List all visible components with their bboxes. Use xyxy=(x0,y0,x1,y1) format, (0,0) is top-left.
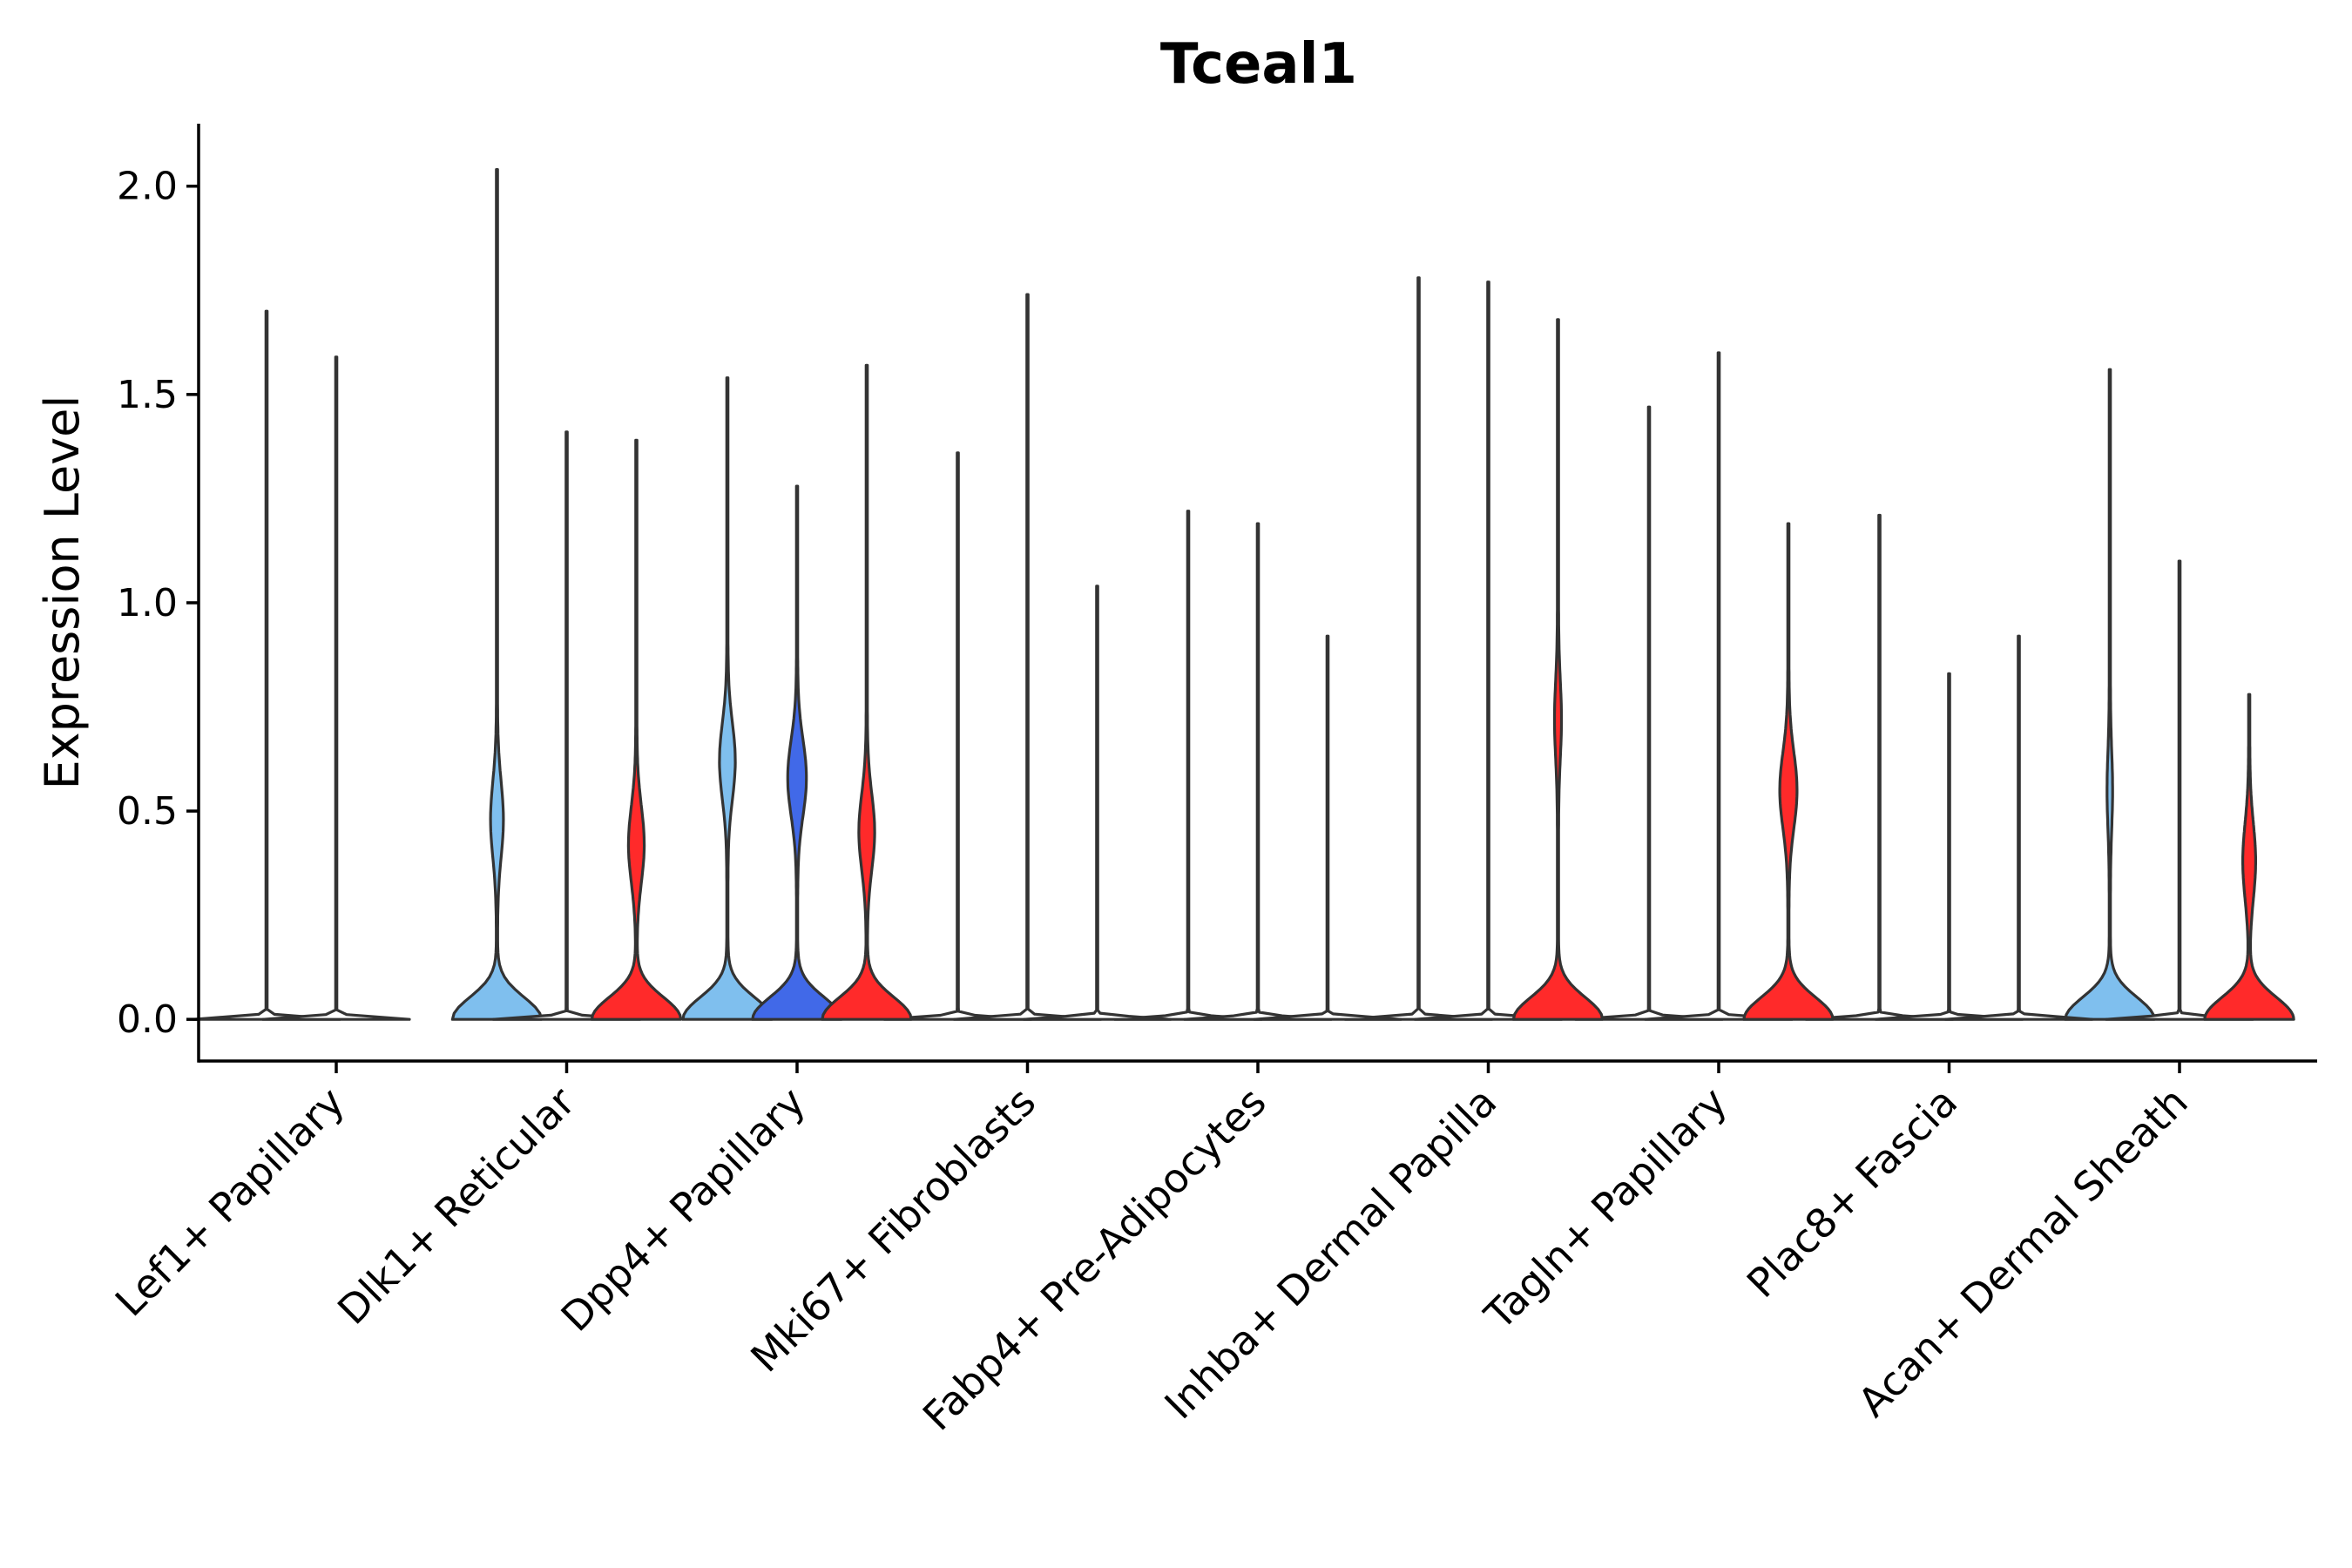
x-tick-label: Dpp4+ Papillary xyxy=(552,1078,814,1341)
violin-3-acan-dermal-sheath xyxy=(2203,693,2295,1021)
violin-3-dpp4-papillary xyxy=(821,363,913,1021)
violin-3-dlk1-reticular xyxy=(590,438,683,1021)
violin-1-acan-dermal-sheath xyxy=(2064,368,2156,1021)
violin-2-tagln-papillary xyxy=(1644,351,1794,1021)
violin-1-fabp4-pre-adipocytes xyxy=(1113,510,1263,1021)
y-tick-label: 1.5 xyxy=(117,373,178,417)
chart-title: Tceal1 xyxy=(1160,32,1357,97)
violin-3-plac8-fascia xyxy=(1943,634,2094,1021)
y-tick-label: 1.0 xyxy=(117,581,178,625)
plot-area xyxy=(192,168,2295,1021)
violin-1-dpp4-papillary xyxy=(681,376,774,1021)
violin-2-inhba-dermal-papilla xyxy=(1413,280,1564,1021)
y-tick-label: 0.0 xyxy=(117,997,178,1042)
violin-1-plac8-fascia xyxy=(1804,513,1955,1021)
violin-1-dlk1-reticular xyxy=(450,168,544,1021)
violin-1-mki67-fibroblasts xyxy=(882,451,1033,1021)
violin-2-plac8-fascia xyxy=(1874,672,2024,1021)
violin-2-mki67-fibroblasts xyxy=(952,293,1103,1021)
y-tick-label: 2.0 xyxy=(117,165,178,209)
violin-2-acan-dermal-sheath xyxy=(2105,559,2254,1021)
y-axis-label: Expression Level xyxy=(35,395,90,790)
violin-3-mki67-fibroblasts xyxy=(1022,585,1173,1021)
y-tick-label: 0.5 xyxy=(117,789,178,834)
violin-1-lef1-papillary xyxy=(192,309,341,1021)
violin-3-tagln-papillary xyxy=(1742,522,1835,1021)
violin-2-dpp4-papillary xyxy=(751,484,843,1021)
violin-1-inhba-dermal-papilla xyxy=(1343,276,1494,1021)
x-tick-label: Dlk1+ Reticular xyxy=(328,1078,584,1334)
x-tick-label: Plac8+ Fascia xyxy=(1738,1078,1966,1307)
violin-2-fabp4-pre-adipocytes xyxy=(1183,522,1333,1021)
violin-1-tagln-papillary xyxy=(1574,405,1724,1021)
x-tick-label: Tagln+ Papillary xyxy=(1475,1078,1736,1340)
x-tick-label: Lef1+ Papillary xyxy=(106,1078,354,1326)
violin-2-lef1-papillary xyxy=(261,355,411,1021)
violin-2-dlk1-reticular xyxy=(491,430,642,1021)
violin-3-fabp4-pre-adipocytes xyxy=(1253,634,1402,1021)
violin-3-inhba-dermal-papilla xyxy=(1511,318,1605,1021)
